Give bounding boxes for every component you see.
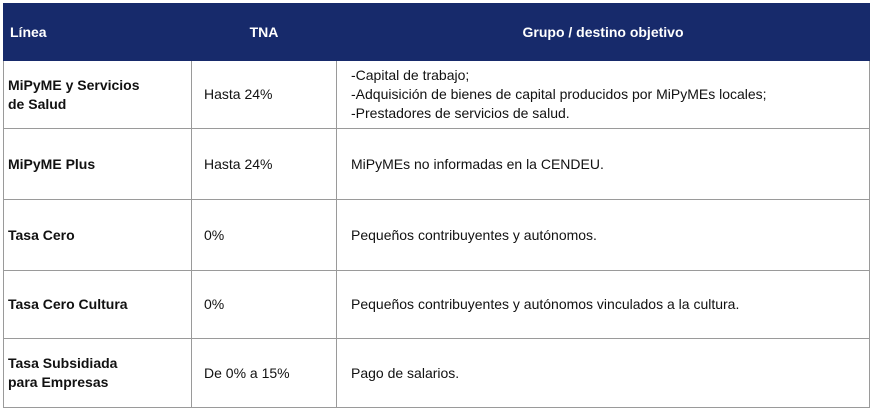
table-row: Tasa Cero Cultura 0% Pequeños contribuyent…	[3, 270, 870, 339]
table-body: MiPyME y Servicios de Salud Hasta 24% -Capi…	[3, 60, 870, 408]
cell-line: -Adquisición de bienes de capital produc…	[351, 86, 767, 102]
table-cell: MiPyMEs no informadas en la CENDEU.	[336, 128, 870, 200]
table-cell: Hasta 24%	[191, 128, 337, 200]
table-cell: Tasa Cero	[3, 199, 192, 271]
header-row: Línea TNA Grupo / destino objetivo	[3, 3, 870, 61]
table-cell: -Capital de trabajo; -Adquisición de bien…	[336, 60, 870, 129]
cell-line: Tasa Subsidiada	[8, 355, 118, 371]
table-cell: De 0% a 15%	[191, 338, 337, 408]
cell-line: para Empresas	[8, 374, 109, 390]
table-cell: Tasa Subsidiada para Empresas	[3, 338, 192, 408]
cell-line: de Salud	[8, 95, 67, 112]
table-row: Tasa Cero 0% Pequeños contribuyentes y aut…	[3, 199, 870, 271]
cell-line: -Prestadores de servicios de salud.	[351, 105, 570, 121]
table-row: MiPyME Plus Hasta 24% MiPyMEs no informada…	[3, 128, 870, 200]
table-cell: 0%	[191, 270, 337, 339]
table-cell: Pequeños contribuyentes y autónomos.	[336, 199, 870, 271]
table-cell: Hasta 24%	[191, 60, 337, 129]
cell-line: -Capital de trabajo;	[351, 67, 470, 83]
table-cell: Pequeños contribuyentes y autónomos vinc…	[336, 270, 870, 339]
table-cell: 0%	[191, 199, 337, 271]
header-cell: TNA	[191, 3, 337, 61]
header-cell: Línea	[3, 3, 192, 61]
table-row: MiPyME y Servicios de Salud Hasta 24% -Capi…	[3, 60, 870, 129]
table-cell: Pago de salarios.	[336, 338, 870, 408]
table-cell: Tasa Cero Cultura	[3, 270, 192, 339]
table-cell: MiPyME Plus	[3, 128, 192, 200]
credit-lines-table: Línea TNA Grupo / destino objetivo MiPyME …	[3, 3, 870, 408]
table-cell: MiPyME y Servicios de Salud	[3, 60, 192, 129]
table-row: Tasa Subsidiada para Empresas De 0% a 15% P…	[3, 338, 870, 408]
header-cell: Grupo / destino objetivo	[336, 3, 870, 61]
cell-line: MiPyME y Servicios	[8, 76, 140, 93]
